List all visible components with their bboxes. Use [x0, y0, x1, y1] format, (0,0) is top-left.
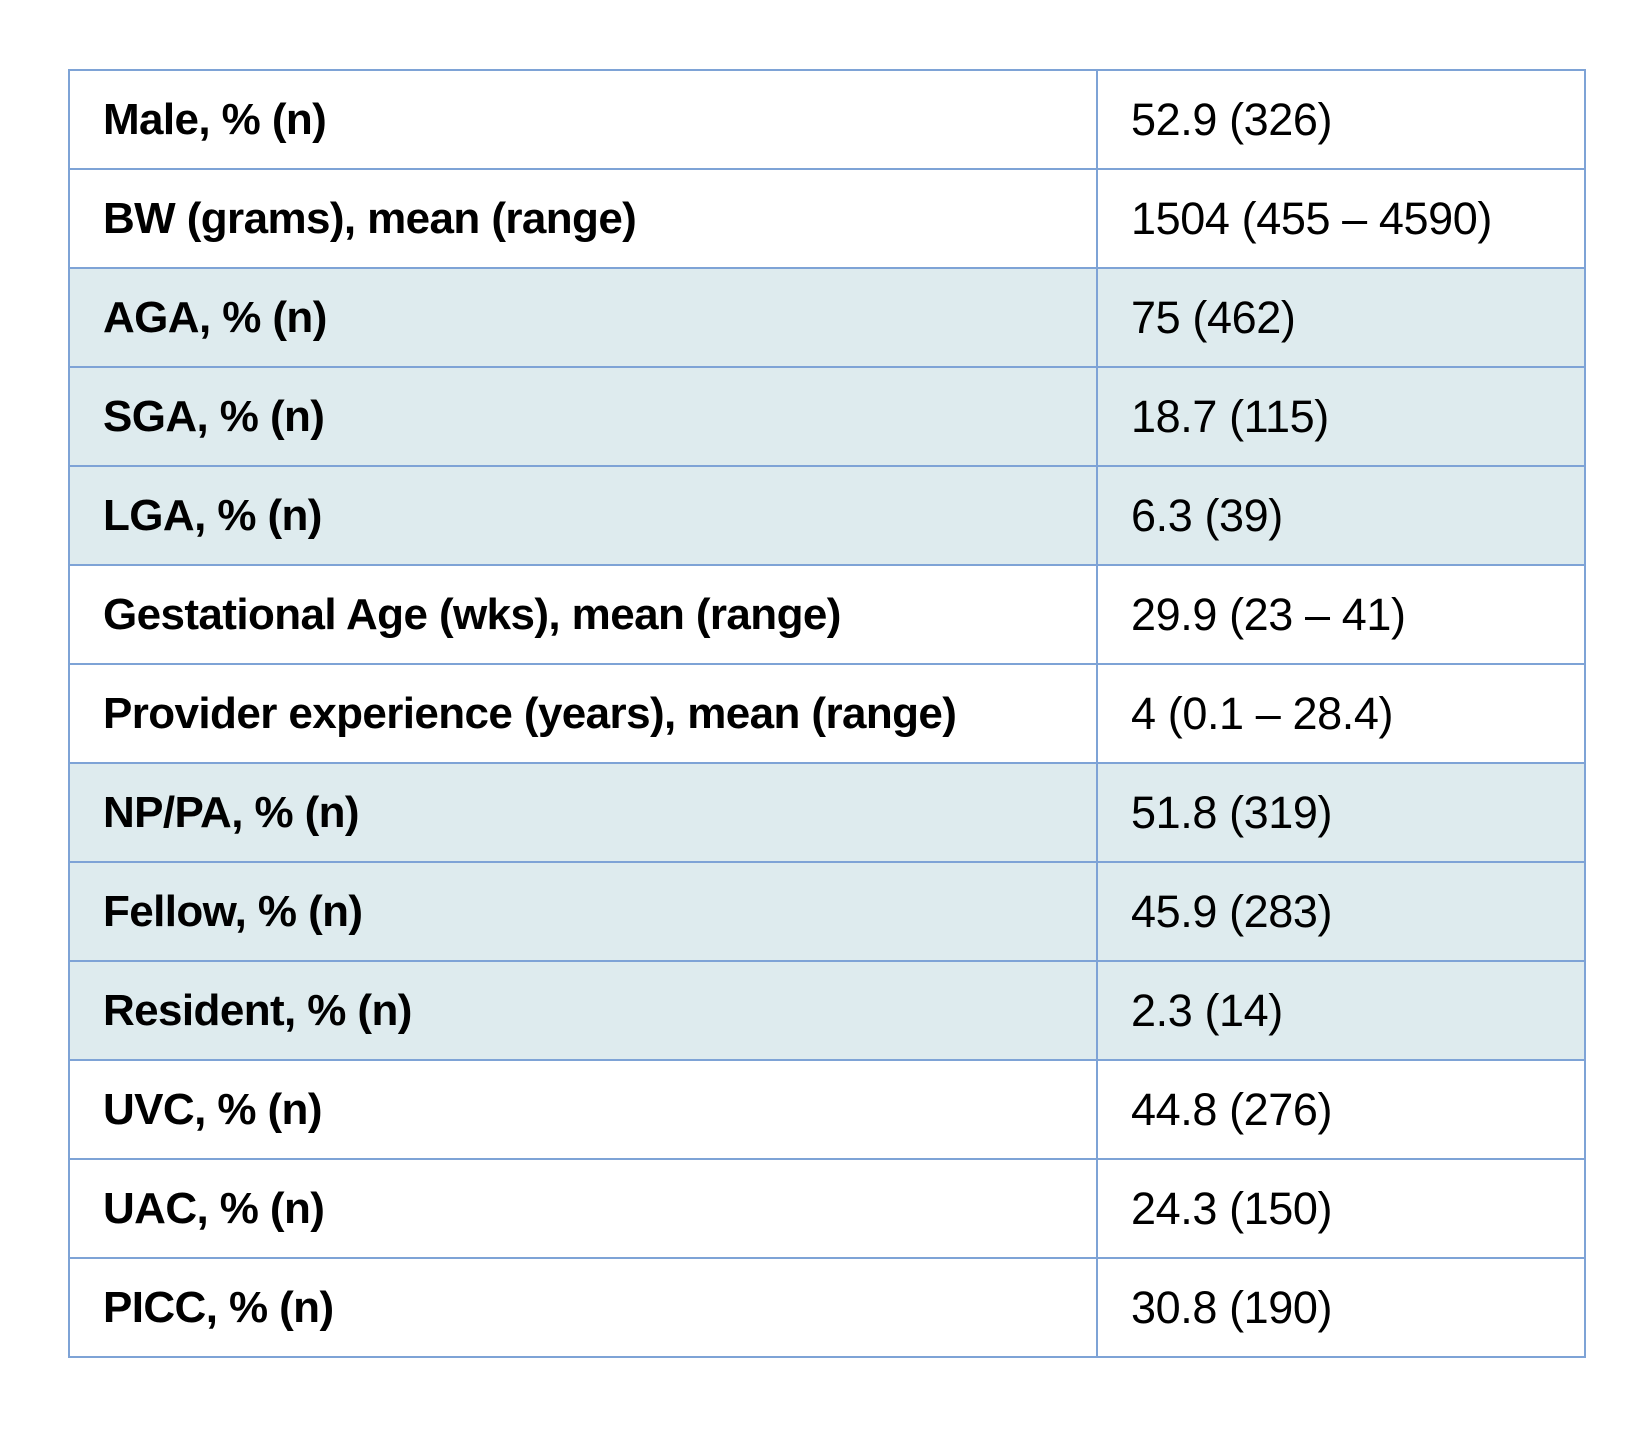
- table-row: Male, % (n) 52.9 (326): [68, 69, 1586, 170]
- table-row: NP/PA, % (n) 51.8 (319): [68, 762, 1586, 863]
- table-row: Resident, % (n) 2.3 (14): [68, 960, 1586, 1061]
- row-label: Provider experience (years), mean (range…: [68, 663, 1098, 764]
- row-label: Fellow, % (n): [68, 861, 1098, 962]
- table-row: AGA, % (n) 75 (462): [68, 267, 1586, 368]
- row-label: SGA, % (n): [68, 366, 1098, 467]
- row-value: 24.3 (150): [1096, 1158, 1586, 1259]
- row-value: 51.8 (319): [1096, 762, 1586, 863]
- row-value: 2.3 (14): [1096, 960, 1586, 1061]
- table-row: UVC, % (n) 44.8 (276): [68, 1059, 1586, 1160]
- row-label: PICC, % (n): [68, 1257, 1098, 1358]
- row-label: AGA, % (n): [68, 267, 1098, 368]
- row-value: 29.9 (23 – 41): [1096, 564, 1586, 665]
- table-row: UAC, % (n) 24.3 (150): [68, 1158, 1586, 1259]
- table-row: SGA, % (n) 18.7 (115): [68, 366, 1586, 467]
- row-value: 4 (0.1 – 28.4): [1096, 663, 1586, 764]
- row-value: 1504 (455 – 4590): [1096, 168, 1586, 269]
- row-value: 18.7 (115): [1096, 366, 1586, 467]
- table-row: PICC, % (n) 30.8 (190): [68, 1257, 1586, 1358]
- table-row: Provider experience (years), mean (range…: [68, 663, 1586, 764]
- row-label: LGA, % (n): [68, 465, 1098, 566]
- row-label: Gestational Age (wks), mean (range): [68, 564, 1098, 665]
- row-label: Resident, % (n): [68, 960, 1098, 1061]
- table-row: BW (grams), mean (range) 1504 (455 – 459…: [68, 168, 1586, 269]
- table-row: Fellow, % (n) 45.9 (283): [68, 861, 1586, 962]
- row-value: 45.9 (283): [1096, 861, 1586, 962]
- row-value: 52.9 (326): [1096, 69, 1586, 170]
- row-label: NP/PA, % (n): [68, 762, 1098, 863]
- row-value: 75 (462): [1096, 267, 1586, 368]
- row-label: UAC, % (n): [68, 1158, 1098, 1259]
- row-value: 30.8 (190): [1096, 1257, 1586, 1358]
- table-row: LGA, % (n) 6.3 (39): [68, 465, 1586, 566]
- row-label: BW (grams), mean (range): [68, 168, 1098, 269]
- row-value: 44.8 (276): [1096, 1059, 1586, 1160]
- table-row: Gestational Age (wks), mean (range) 29.9…: [68, 564, 1586, 665]
- row-label: Male, % (n): [68, 69, 1098, 170]
- characteristics-table: Male, % (n) 52.9 (326) BW (grams), mean …: [68, 69, 1586, 1358]
- table-body: Male, % (n) 52.9 (326) BW (grams), mean …: [68, 69, 1586, 1358]
- row-value: 6.3 (39): [1096, 465, 1586, 566]
- row-label: UVC, % (n): [68, 1059, 1098, 1160]
